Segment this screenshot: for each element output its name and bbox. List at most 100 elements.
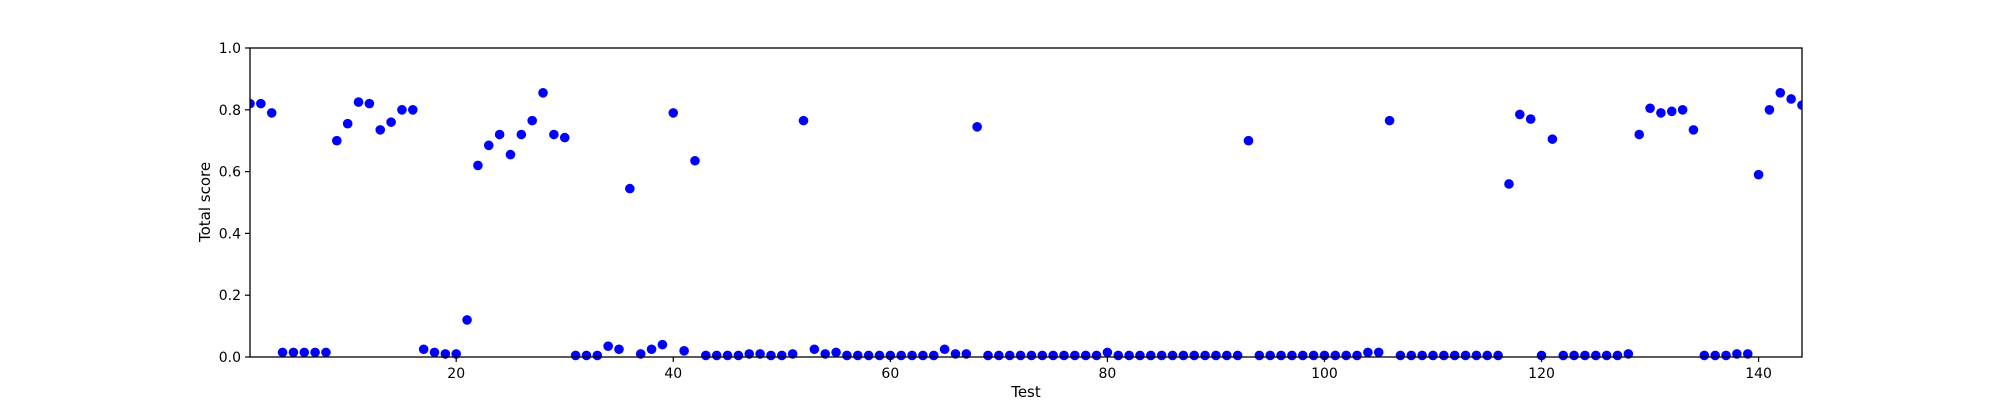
data-point [928, 350, 939, 361]
data-point [1156, 350, 1167, 361]
data-point [570, 350, 581, 361]
y-axis-label: Total score [196, 162, 214, 243]
data-point [386, 117, 396, 127]
data-point [874, 350, 885, 361]
x-axis-ticks: 20 40 60 80 100 120 140 [447, 357, 1772, 382]
data-point [1352, 350, 1362, 361]
data-point [1580, 350, 1590, 361]
data-point [516, 129, 527, 140]
data-point [1287, 350, 1297, 361]
data-point [1113, 350, 1124, 361]
data-point [1004, 350, 1015, 361]
data-point [440, 349, 451, 359]
data-point [397, 105, 407, 115]
data-point [310, 347, 320, 358]
data-point [1070, 350, 1080, 361]
data-point [1135, 350, 1145, 361]
data-point [1146, 350, 1156, 361]
data-point [1048, 350, 1058, 361]
data-point [744, 349, 755, 359]
data-point [1764, 105, 1775, 115]
data-point [1221, 350, 1232, 361]
data-point [1623, 349, 1634, 359]
data-point [353, 97, 364, 107]
x-axis-label: Test [1010, 383, 1041, 400]
data-point [429, 347, 440, 358]
data-point [1308, 350, 1319, 361]
data-point [646, 344, 657, 355]
data-point [1243, 135, 1254, 146]
x-tick-label: 80 [1098, 366, 1116, 382]
data-point [1091, 350, 1102, 361]
data-point [559, 132, 570, 143]
data-point [1656, 108, 1666, 118]
data-point [1699, 350, 1710, 361]
data-point [711, 350, 722, 361]
data-point [961, 349, 972, 359]
data-point [299, 347, 310, 358]
data-point [1590, 350, 1601, 361]
data-point [1558, 350, 1569, 361]
x-tick-label: 40 [664, 366, 682, 382]
data-point [885, 350, 896, 361]
y-tick-label: 0.2 [219, 288, 241, 304]
data-point [722, 350, 733, 361]
data-point [1341, 350, 1351, 361]
x-tick-label: 100 [1311, 366, 1338, 382]
data-point [983, 350, 993, 361]
data-point [483, 140, 494, 151]
y-axis-ticks: 0.0 0.2 0.4 0.6 0.8 1.0 [219, 41, 250, 366]
data-point [842, 350, 852, 361]
data-point [1493, 350, 1503, 361]
x-tick-label: 60 [881, 366, 899, 382]
data-points [250, 88, 1802, 361]
data-point [657, 339, 668, 350]
data-point [625, 183, 635, 194]
data-point [462, 315, 472, 325]
data-point [321, 347, 331, 358]
data-point [1200, 350, 1210, 361]
data-point [1645, 103, 1655, 114]
data-point [1428, 350, 1438, 361]
x-tick-label: 20 [447, 366, 465, 382]
data-point [549, 129, 559, 140]
data-point [614, 344, 624, 355]
data-point [364, 98, 375, 109]
data-point [1178, 350, 1189, 361]
data-point [733, 350, 744, 361]
data-point [1384, 115, 1395, 126]
data-point [332, 135, 342, 146]
data-point [342, 118, 353, 129]
data-point [1471, 350, 1482, 361]
data-point [603, 341, 613, 351]
data-point [1297, 350, 1308, 361]
data-point [1536, 350, 1547, 361]
data-point [1254, 350, 1265, 361]
data-point [1569, 350, 1579, 361]
data-point [1319, 350, 1330, 361]
data-point [766, 350, 776, 361]
data-point [1666, 106, 1677, 117]
data-point [950, 349, 961, 359]
data-point [1612, 350, 1623, 361]
data-point [635, 349, 646, 359]
data-point [375, 125, 386, 135]
data-point [407, 105, 418, 115]
data-point [1688, 125, 1699, 135]
data-point [1395, 350, 1406, 361]
data-point [1080, 350, 1091, 361]
data-point [1515, 109, 1525, 120]
data-point [863, 350, 874, 361]
data-point [451, 349, 462, 359]
data-point [1525, 114, 1536, 124]
y-tick-label: 0.4 [219, 226, 241, 242]
data-point [1677, 105, 1688, 115]
data-point [907, 350, 917, 361]
data-point [1417, 350, 1427, 361]
y-tick-label: 0.0 [219, 350, 241, 366]
data-point [1732, 349, 1742, 359]
data-point [852, 350, 863, 361]
y-tick-label: 1.0 [219, 41, 241, 57]
data-point [1775, 88, 1786, 98]
